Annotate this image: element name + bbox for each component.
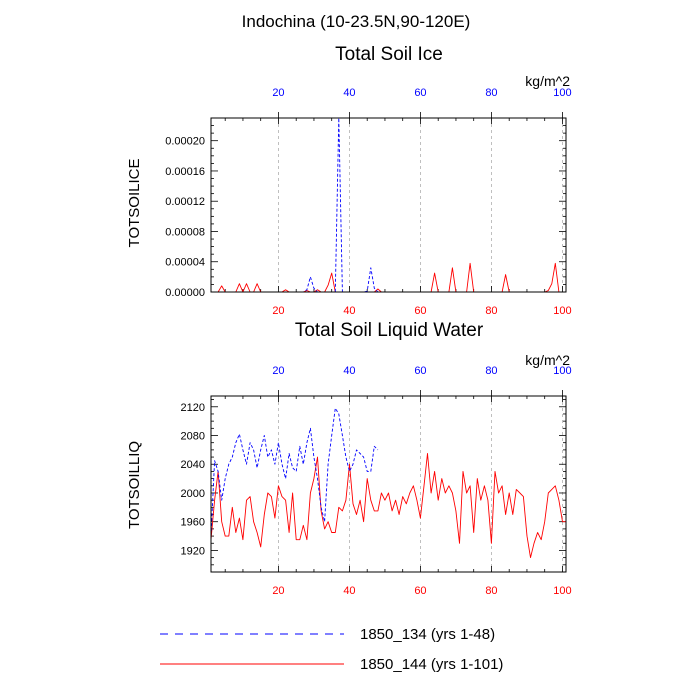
soil-ice-ytick-label: 0.00020 (165, 136, 205, 148)
soil-liquid-bottom-tick-label: 60 (414, 585, 426, 597)
soil-liquid-ylabel: TOTSOILLIQ (126, 441, 143, 529)
soil-ice-top-tick-label: 60 (414, 87, 426, 99)
soil-ice-ytick-label: 0.00016 (165, 166, 205, 178)
soil-ice-title: Total Soil Ice (335, 44, 443, 65)
soil-liquid-plot-frame (210, 395, 567, 573)
region-title: Indochina (10-23.5N,90-120E) (242, 12, 471, 31)
soil-ice-ytick-label: 0.00008 (165, 226, 205, 238)
soil-liquid-ytick-label: 1920 (181, 545, 205, 557)
legend-label-series-134: 1850_134 (yrs 1-48) (360, 626, 495, 643)
soil-liquid-ytick-label: 1960 (181, 517, 205, 529)
soil-liquid-ytick-label: 2040 (181, 459, 205, 471)
soil-ice-bottom-tick-label: 60 (414, 305, 426, 317)
soil-ice-top-tick-label: 20 (272, 87, 284, 99)
soil-liquid-ytick-label: 2120 (181, 402, 205, 414)
soil-liquid-top-tick-label: 60 (414, 365, 426, 377)
soil-liquid-panel: Total Soil Liquid Water kg/m^2 TOTSOILLI… (126, 320, 572, 597)
soil-ice-ytick-label: 0.00012 (165, 196, 205, 208)
soil-ice-series-line-144 (211, 262, 566, 293)
soil-ice-ytick-label: 0.00004 (165, 257, 205, 269)
soil-ice-bottom-tick-label: 100 (553, 305, 571, 317)
soil-liquid-bottom-tick-label: 100 (553, 585, 571, 597)
soil-ice-top-tick-label: 40 (343, 87, 355, 99)
soil-ice-bottom-tick-label: 80 (485, 305, 497, 317)
soil-liquid-bottom-tick-label: 20 (272, 585, 284, 597)
soil-ice-series-line-134 (211, 117, 379, 293)
soil-ice-units: kg/m^2 (525, 73, 570, 89)
soil-liquid-series-line-144 (210, 453, 566, 559)
legend-label-series-144: 1850_144 (yrs 1-101) (360, 656, 503, 673)
soil-liquid-title: Total Soil Liquid Water (295, 320, 484, 341)
soil-liquid-bottom-tick-label: 80 (485, 585, 497, 597)
soil-ice-ytick-label: 0.00000 (165, 287, 205, 299)
soil-liquid-bottom-tick-label: 40 (343, 585, 355, 597)
soil-liquid-top-tick-label: 20 (272, 365, 284, 377)
soil-liquid-ytick-label: 2080 (181, 431, 205, 443)
soil-liquid-units: kg/m^2 (525, 352, 570, 368)
soil-ice-bottom-tick-label: 40 (343, 305, 355, 317)
soil-liquid-top-tick-label: 80 (485, 365, 497, 377)
soil-liquid-top-tick-label: 40 (343, 365, 355, 377)
soil-ice-panel: Total Soil Ice kg/m^2 TOTSOILICE 0.00000… (126, 44, 572, 317)
soil-ice-top-tick-label: 80 (485, 87, 497, 99)
legend: 1850_134 (yrs 1-48) 1850_144 (yrs 1-101) (160, 626, 503, 673)
soil-ice-ylabel: TOTSOILICE (126, 159, 143, 248)
soil-ice-bottom-tick-label: 20 (272, 305, 284, 317)
soil-ice-top-tick-label: 100 (553, 87, 571, 99)
soil-ice-plot-frame (210, 117, 567, 293)
soil-liquid-ytick-label: 2000 (181, 488, 205, 500)
soil-liquid-series-line-134 (210, 407, 379, 537)
soil-liquid-top-tick-label: 100 (553, 365, 571, 377)
